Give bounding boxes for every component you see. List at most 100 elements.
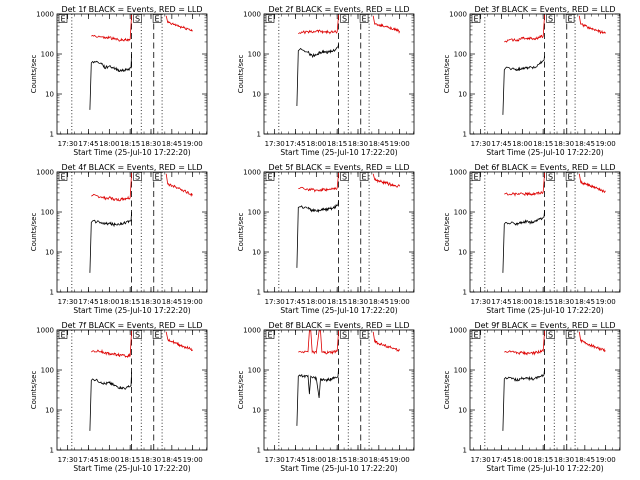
- x-tick-label: 19:00: [183, 298, 203, 306]
- x-tick-label: 18:45: [162, 298, 182, 306]
- x-tick-label: 17:45: [491, 456, 511, 464]
- tag-label: E: [568, 173, 573, 182]
- x-tick-label: 18:00: [306, 140, 326, 148]
- plot-frame: [469, 171, 621, 293]
- x-tick-label: 18:30: [141, 140, 161, 148]
- y-tick-label: 1000: [243, 169, 261, 177]
- x-tick-label: 17:45: [285, 456, 305, 464]
- tag-box: [265, 330, 275, 339]
- tag-label: S: [548, 173, 553, 182]
- tag-box: [359, 14, 369, 23]
- x-tick-label: 17:45: [78, 298, 98, 306]
- panel-title: Det 6f BLACK = Events, RED = LLD: [474, 163, 615, 172]
- x-tick-label: 17:45: [285, 298, 305, 306]
- lld-series-line: [504, 330, 545, 356]
- tag-label: E: [155, 15, 160, 24]
- y-tick-label: 100: [454, 51, 467, 59]
- y-tick-label: 1000: [449, 11, 467, 19]
- panel-title: Det 9f BLACK = Events, RED = LLD: [474, 321, 615, 330]
- y-tick-label: 10: [45, 249, 54, 257]
- tag-label: S: [342, 173, 347, 182]
- x-tick-label: 18:00: [512, 456, 532, 464]
- tag-label: S: [135, 173, 140, 182]
- events-series-line: [296, 43, 339, 107]
- x-tick-label: 18:15: [120, 140, 140, 148]
- x-axis-label: Start Time (25-Jul-10 17:22:20): [280, 464, 397, 473]
- x-tick-label: 18:45: [369, 140, 389, 148]
- panel-title: Det 5f BLACK = Events, RED = LLD: [268, 163, 409, 172]
- lld-series-line: [91, 14, 132, 42]
- y-axis-label: Counts/sec: [30, 55, 38, 94]
- tag-box: [565, 330, 575, 339]
- tag-label: E: [362, 173, 367, 182]
- y-tick-label: 1: [257, 289, 261, 297]
- x-tick-label: 19:00: [390, 140, 410, 148]
- lld-series-line: [91, 172, 132, 202]
- plot-frame: [469, 13, 621, 135]
- x-tick-label: 18:00: [99, 298, 119, 306]
- tag-label: S: [342, 15, 347, 24]
- y-axis-label: Counts/sec: [30, 371, 38, 410]
- x-tick-label: 18:00: [306, 456, 326, 464]
- y-tick-label: 1: [257, 447, 261, 455]
- lld-series-line: [372, 15, 401, 34]
- y-tick-label: 1: [463, 289, 467, 297]
- x-axis-label: Start Time (25-Jul-10 17:22:20): [73, 148, 190, 157]
- lld-series-line: [165, 173, 193, 197]
- tag-label: E: [568, 331, 573, 340]
- tag-box: [340, 14, 349, 23]
- x-tick-label: 18:15: [533, 140, 553, 148]
- lld-series-line: [372, 173, 401, 188]
- tag-label: E: [267, 15, 272, 24]
- y-tick-label: 1: [463, 131, 467, 139]
- x-tick-label: 17:45: [78, 456, 98, 464]
- events-series-line: [89, 53, 132, 110]
- tag-label: E: [267, 331, 272, 340]
- y-tick-label: 100: [41, 51, 54, 59]
- x-tick-label: 17:30: [58, 456, 78, 464]
- x-axis-label: Start Time (25-Jul-10 17:22:20): [486, 148, 603, 157]
- x-tick-label: 18:45: [369, 298, 389, 306]
- tag-label: E: [568, 15, 573, 24]
- panel-title: Det 3f BLACK = Events, RED = LLD: [474, 5, 615, 14]
- x-tick-label: 18:00: [512, 298, 532, 306]
- y-tick-label: 1: [50, 447, 54, 455]
- y-tick-label: 1000: [36, 11, 54, 19]
- x-tick-label: 18:00: [99, 140, 119, 148]
- lld-series-line: [504, 172, 545, 197]
- y-tick-label: 10: [252, 249, 261, 257]
- lld-series-line: [298, 14, 339, 35]
- y-tick-label: 100: [41, 209, 54, 217]
- lld-series-line: [91, 330, 132, 359]
- tag-label: E: [473, 331, 478, 340]
- y-tick-label: 10: [45, 91, 54, 99]
- tag-box: [58, 172, 68, 181]
- detector-panel-5: Det 5f BLACK = Events, RED = LLD 1 10 100 10…: [237, 163, 415, 315]
- x-tick-label: 18:45: [575, 456, 595, 464]
- y-tick-label: 10: [45, 407, 54, 415]
- events-series-line: [89, 371, 132, 431]
- tag-box: [340, 172, 349, 181]
- x-tick-label: 18:15: [533, 456, 553, 464]
- tag-box: [58, 14, 68, 23]
- tag-label: E: [362, 331, 367, 340]
- tag-box: [565, 172, 575, 181]
- x-tick-label: 18:15: [327, 456, 347, 464]
- tag-box: [565, 14, 575, 23]
- detector-panel-8: Det 8f BLACK = Events, RED = LLD 1 10 100 10…: [237, 321, 415, 473]
- y-axis-label: Counts/sec: [443, 55, 451, 94]
- y-tick-label: 1000: [36, 327, 54, 335]
- tag-box: [546, 14, 555, 23]
- tag-label: E: [60, 173, 65, 182]
- events-series-line: [502, 210, 545, 273]
- x-tick-label: 19:00: [390, 456, 410, 464]
- detector-panel-9: Det 9f BLACK = Events, RED = LLD 1 10 100 10…: [443, 321, 621, 473]
- tag-label: S: [342, 331, 347, 340]
- events-series-line: [296, 368, 339, 426]
- plot-frame: [56, 13, 208, 135]
- detector-panel-7: Det 7f BLACK = Events, RED = LLD 1 10 100 10…: [30, 321, 208, 473]
- tag-label: E: [267, 173, 272, 182]
- detector-panel-4: Det 4f BLACK = Events, RED = LLD 1 10 100 10…: [30, 163, 208, 315]
- tag-box: [546, 330, 555, 339]
